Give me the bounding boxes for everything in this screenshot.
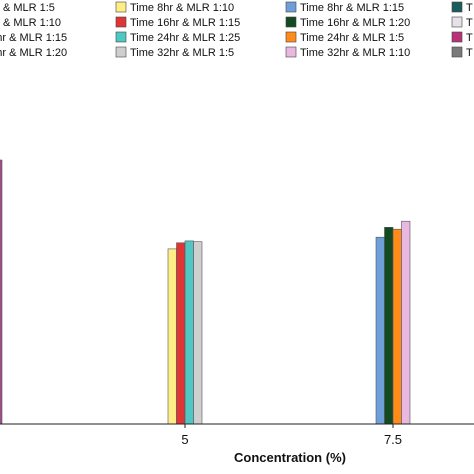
- bars: [0, 159, 411, 425]
- legend-swatch: [115, 46, 127, 58]
- legend-label: Time 16hr & MLR 1:15: [130, 17, 240, 29]
- x-axis-title: Concentration (%): [234, 450, 346, 465]
- legend-swatch: [451, 1, 463, 13]
- tick-label: 5: [181, 432, 188, 447]
- legend-label: T: [466, 47, 473, 59]
- legend-swatch: [451, 46, 463, 58]
- legend-swatch: [115, 16, 127, 28]
- legend-swatch: [451, 16, 463, 28]
- legend-label: Time 24hr & MLR 1:5: [300, 32, 404, 44]
- bar: [176, 242, 186, 425]
- legend-label: T: [466, 2, 473, 14]
- legend-label: Time 32hr & MLR 1:10: [300, 47, 410, 59]
- legend-label: T: [466, 17, 473, 29]
- legend-swatch: [285, 1, 297, 13]
- bar: [375, 236, 385, 425]
- legend-label: 32hr & MLR 1:20: [0, 47, 67, 59]
- bar: [384, 227, 394, 425]
- legend-label: T: [466, 32, 473, 44]
- legend-swatch: [115, 1, 127, 13]
- x-axis-ticks: 2.557.5: [181, 424, 402, 447]
- legend-label: 8hr & MLR 1:5: [0, 2, 55, 14]
- legend-label: Time 32hr & MLR 1:5: [130, 47, 234, 59]
- legend: 8hr & MLR 1:5 Time 8hr & MLR 1:10 Time 8hr…: [0, 1, 473, 59]
- legend-label: 6hr & MLR 1:10: [0, 17, 61, 29]
- bar: [184, 240, 194, 425]
- legend-label: Time 8hr & MLR 1:15: [300, 2, 404, 14]
- legend-label: 24hr & MLR 1:15: [0, 32, 67, 44]
- bar: [193, 241, 203, 425]
- legend-label: Time 24hr & MLR 1:25: [130, 32, 240, 44]
- legend-swatch: [285, 46, 297, 58]
- legend-label: Time 16hr & MLR 1:20: [300, 17, 410, 29]
- legend-swatch: [285, 31, 297, 43]
- bar: [401, 220, 411, 425]
- tick-label: 7.5: [384, 432, 402, 447]
- legend-swatch: [451, 31, 463, 43]
- bar: [0, 159, 3, 425]
- legend-label: Time 8hr & MLR 1:10: [130, 2, 234, 14]
- bar: [167, 248, 177, 425]
- legend-swatch: [285, 16, 297, 28]
- legend-swatch: [115, 31, 127, 43]
- bar: [392, 228, 402, 425]
